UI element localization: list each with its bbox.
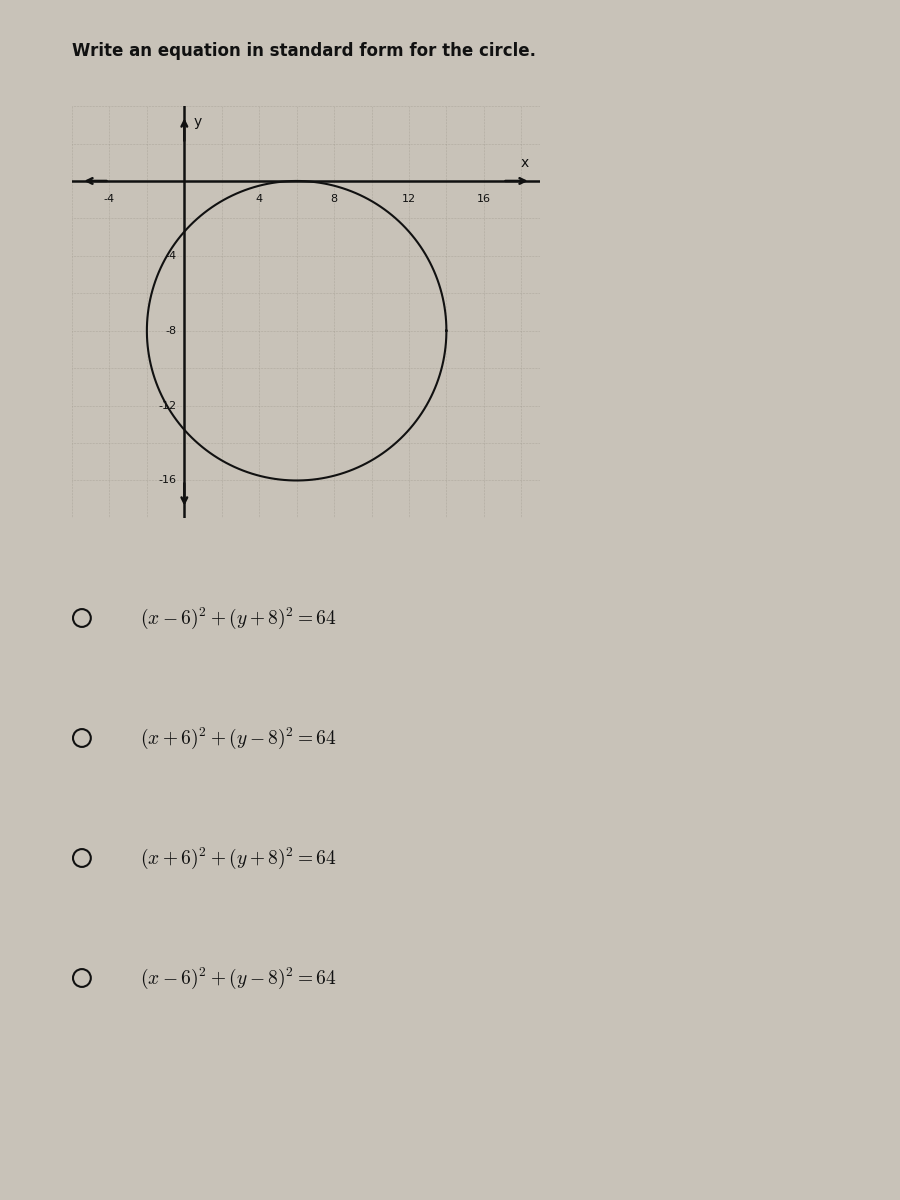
Text: 12: 12 — [402, 194, 416, 204]
Text: $(x + 6)^{2} + (y + 8)^{2} = 64$: $(x + 6)^{2} + (y + 8)^{2} = 64$ — [140, 845, 337, 871]
Text: $(x - 6)^{2} + (y + 8)^{2} = 64$: $(x - 6)^{2} + (y + 8)^{2} = 64$ — [140, 605, 337, 631]
Text: Write an equation in standard form for the circle.: Write an equation in standard form for t… — [72, 42, 536, 60]
Text: x: x — [521, 156, 529, 169]
Text: y: y — [194, 115, 202, 130]
Text: $(x - 6)^{2} + (y - 8)^{2} = 64$: $(x - 6)^{2} + (y - 8)^{2} = 64$ — [140, 965, 337, 991]
Text: 4: 4 — [256, 194, 263, 204]
Text: -4: -4 — [104, 194, 115, 204]
Text: -8: -8 — [166, 325, 176, 336]
Text: -4: -4 — [166, 251, 176, 260]
Text: 16: 16 — [477, 194, 490, 204]
Text: 8: 8 — [330, 194, 338, 204]
Text: $(x + 6)^{2} + (y - 8)^{2} = 64$: $(x + 6)^{2} + (y - 8)^{2} = 64$ — [140, 725, 337, 751]
Text: -16: -16 — [158, 475, 176, 486]
Text: -12: -12 — [158, 401, 176, 410]
